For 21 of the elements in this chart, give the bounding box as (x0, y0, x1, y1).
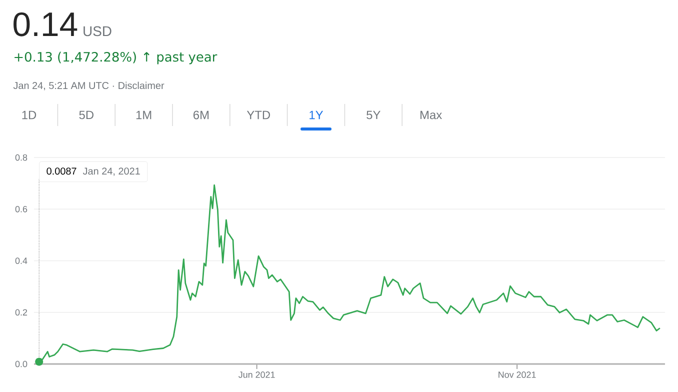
y-tick-label: 0.0 (15, 360, 28, 368)
text: 1Y (310, 110, 324, 120)
text: Jan 24, 5:21 AM UTC · Disclaimer (13, 82, 164, 90)
x-tick-label: Nov 2021 (498, 372, 536, 378)
x-tick-label: Jun 2021 (238, 372, 275, 378)
text: 5D (79, 110, 94, 120)
annotation: Jan 24, 2021 (82, 168, 140, 176)
text: 6M (194, 110, 209, 120)
y-tick-label: 0.4 (15, 258, 28, 264)
y-tick-label: 0.2 (15, 309, 28, 316)
text: 1M (136, 110, 152, 120)
y-tick-label: 0.6 (15, 206, 28, 212)
y-tick-label: 0.8 (15, 154, 28, 161)
text: YTD (246, 110, 270, 120)
text: Max (420, 110, 442, 120)
text: USD (84, 26, 112, 36)
chart-subtitle: +0.13 (1,472.28%) ↑ past year (14, 52, 218, 64)
text: 5Y (366, 110, 380, 120)
chart-title: 0.14 (14, 12, 78, 36)
text: 1D (22, 110, 36, 120)
annotation: 0.0087 (46, 168, 76, 175)
